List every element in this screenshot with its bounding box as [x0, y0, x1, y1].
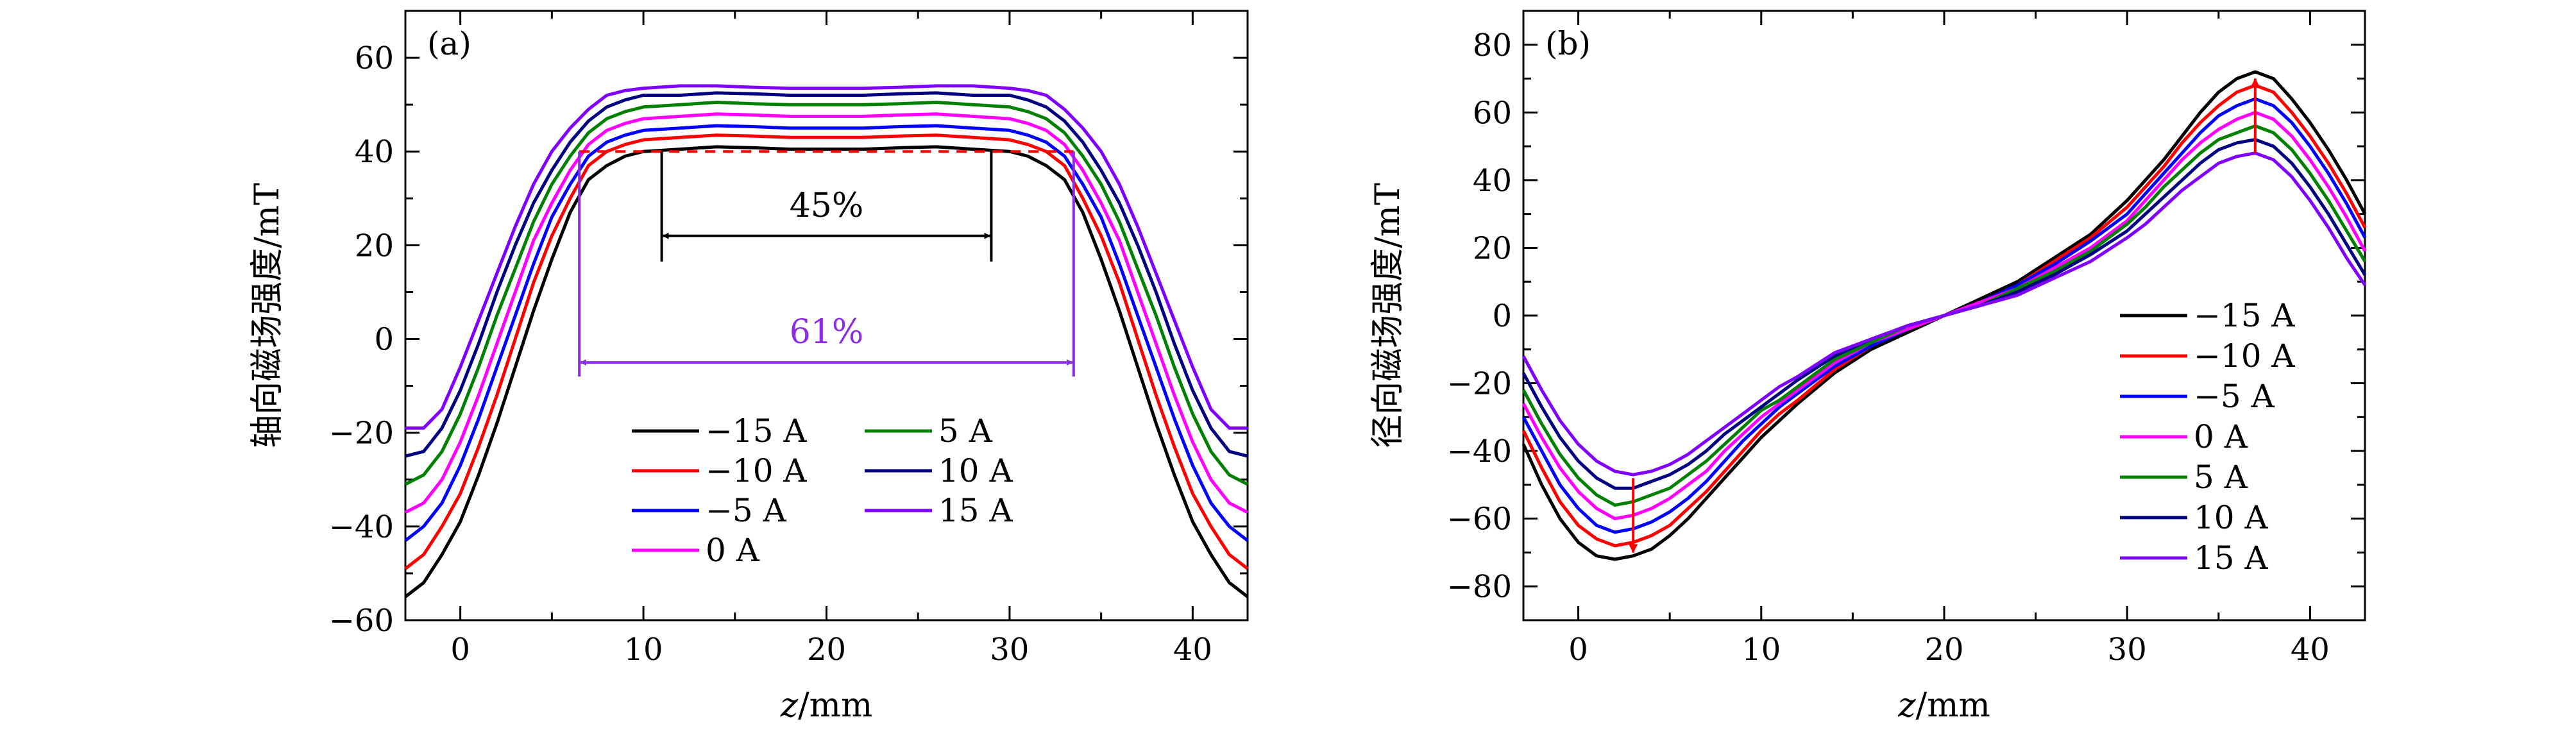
legend-label: −10 A [2194, 337, 2295, 375]
legend-label: −5 A [2194, 378, 2275, 415]
legend-label: −15 A [706, 412, 807, 450]
x-tick-label: 20 [1924, 632, 1963, 668]
x-tick-label: 20 [807, 632, 846, 668]
x-axis-label: z/mm [1897, 686, 1990, 725]
y-tick-label: 60 [1473, 95, 1512, 131]
series-line-4 [404, 101, 1249, 486]
series-line-1 [404, 133, 1249, 570]
panel-label: (a) [427, 25, 471, 62]
panel-label: (b) [1545, 25, 1591, 62]
series-line-6 [1521, 151, 2367, 477]
series-line-6 [405, 84, 1248, 430]
y-axis-label: 径向磁场强度/mT [1369, 183, 1407, 448]
y-tick-label: 0 [374, 322, 394, 358]
legend-label: 5 A [2194, 459, 2248, 496]
y-tick-label: 60 [355, 40, 394, 76]
x-tick-label: 10 [1741, 632, 1781, 668]
legend-label: −10 A [706, 452, 807, 489]
x-tick-label: 10 [624, 632, 663, 668]
y-tick-label: −40 [1447, 434, 1512, 469]
legend-label: 5 A [938, 412, 993, 450]
y-tick-label: −20 [329, 416, 394, 452]
x-axis-var: z [1897, 686, 1916, 725]
y-tick-label: −20 [1447, 366, 1512, 402]
annotation-label: 61% [790, 313, 864, 351]
series-line-0 [404, 145, 1249, 598]
legend-label: 15 A [938, 492, 1013, 529]
panel-a: 0 10 20 30 40 −60 −40 −20 0 20 40 60 z/mm 轴向磁场强度/mT (a… [248, 10, 1249, 725]
legend-label: −15 A [2194, 297, 2295, 334]
legend-label: 10 A [2194, 499, 2269, 536]
series-line-3 [1521, 110, 2367, 521]
x-tick-label: 40 [1173, 632, 1212, 668]
y-tick-label: 20 [1473, 230, 1512, 266]
y-tick-label: 40 [355, 134, 394, 170]
x-axis-unit: /mm [1916, 686, 1990, 725]
series-line-2 [404, 124, 1249, 542]
x-tick-label: 30 [990, 632, 1029, 668]
x-tick-label: 40 [2291, 632, 2330, 668]
y-tick-label: 40 [1473, 163, 1512, 199]
series-line-3 [404, 112, 1249, 514]
legend-label: 0 A [706, 532, 760, 569]
y-tick-label: −60 [329, 603, 394, 639]
x-tick-label: 30 [2108, 632, 2147, 668]
x-axis-unit: /mm [798, 686, 872, 725]
y-tick-label: 20 [355, 228, 394, 264]
legend-label: −5 A [706, 492, 787, 529]
legend-label: 0 A [2194, 418, 2248, 455]
y-tick-label: −40 [329, 509, 394, 545]
x-axis-var: z [780, 686, 799, 725]
x-axis-label: z/mm [780, 686, 873, 725]
x-tick-label: 0 [450, 632, 470, 668]
panel-b: 0 10 20 30 40 −80 −60 −40 −20 0 20 40 60 80 z/mm 径向磁场强度… [1369, 10, 2367, 725]
y-tick-label: −80 [1447, 569, 1512, 605]
y-tick-label: 80 [1473, 28, 1512, 63]
legend-label: 15 A [2194, 539, 2269, 577]
annotation-label: 45% [790, 187, 864, 225]
y-tick-label: 0 [1492, 298, 1512, 334]
series-line-5 [405, 91, 1248, 458]
y-tick-label: −60 [1447, 502, 1512, 537]
legend-label: 10 A [938, 452, 1013, 489]
y-axis-label: 轴向磁场强度/mT [248, 183, 287, 448]
x-tick-label: 0 [1568, 632, 1588, 668]
